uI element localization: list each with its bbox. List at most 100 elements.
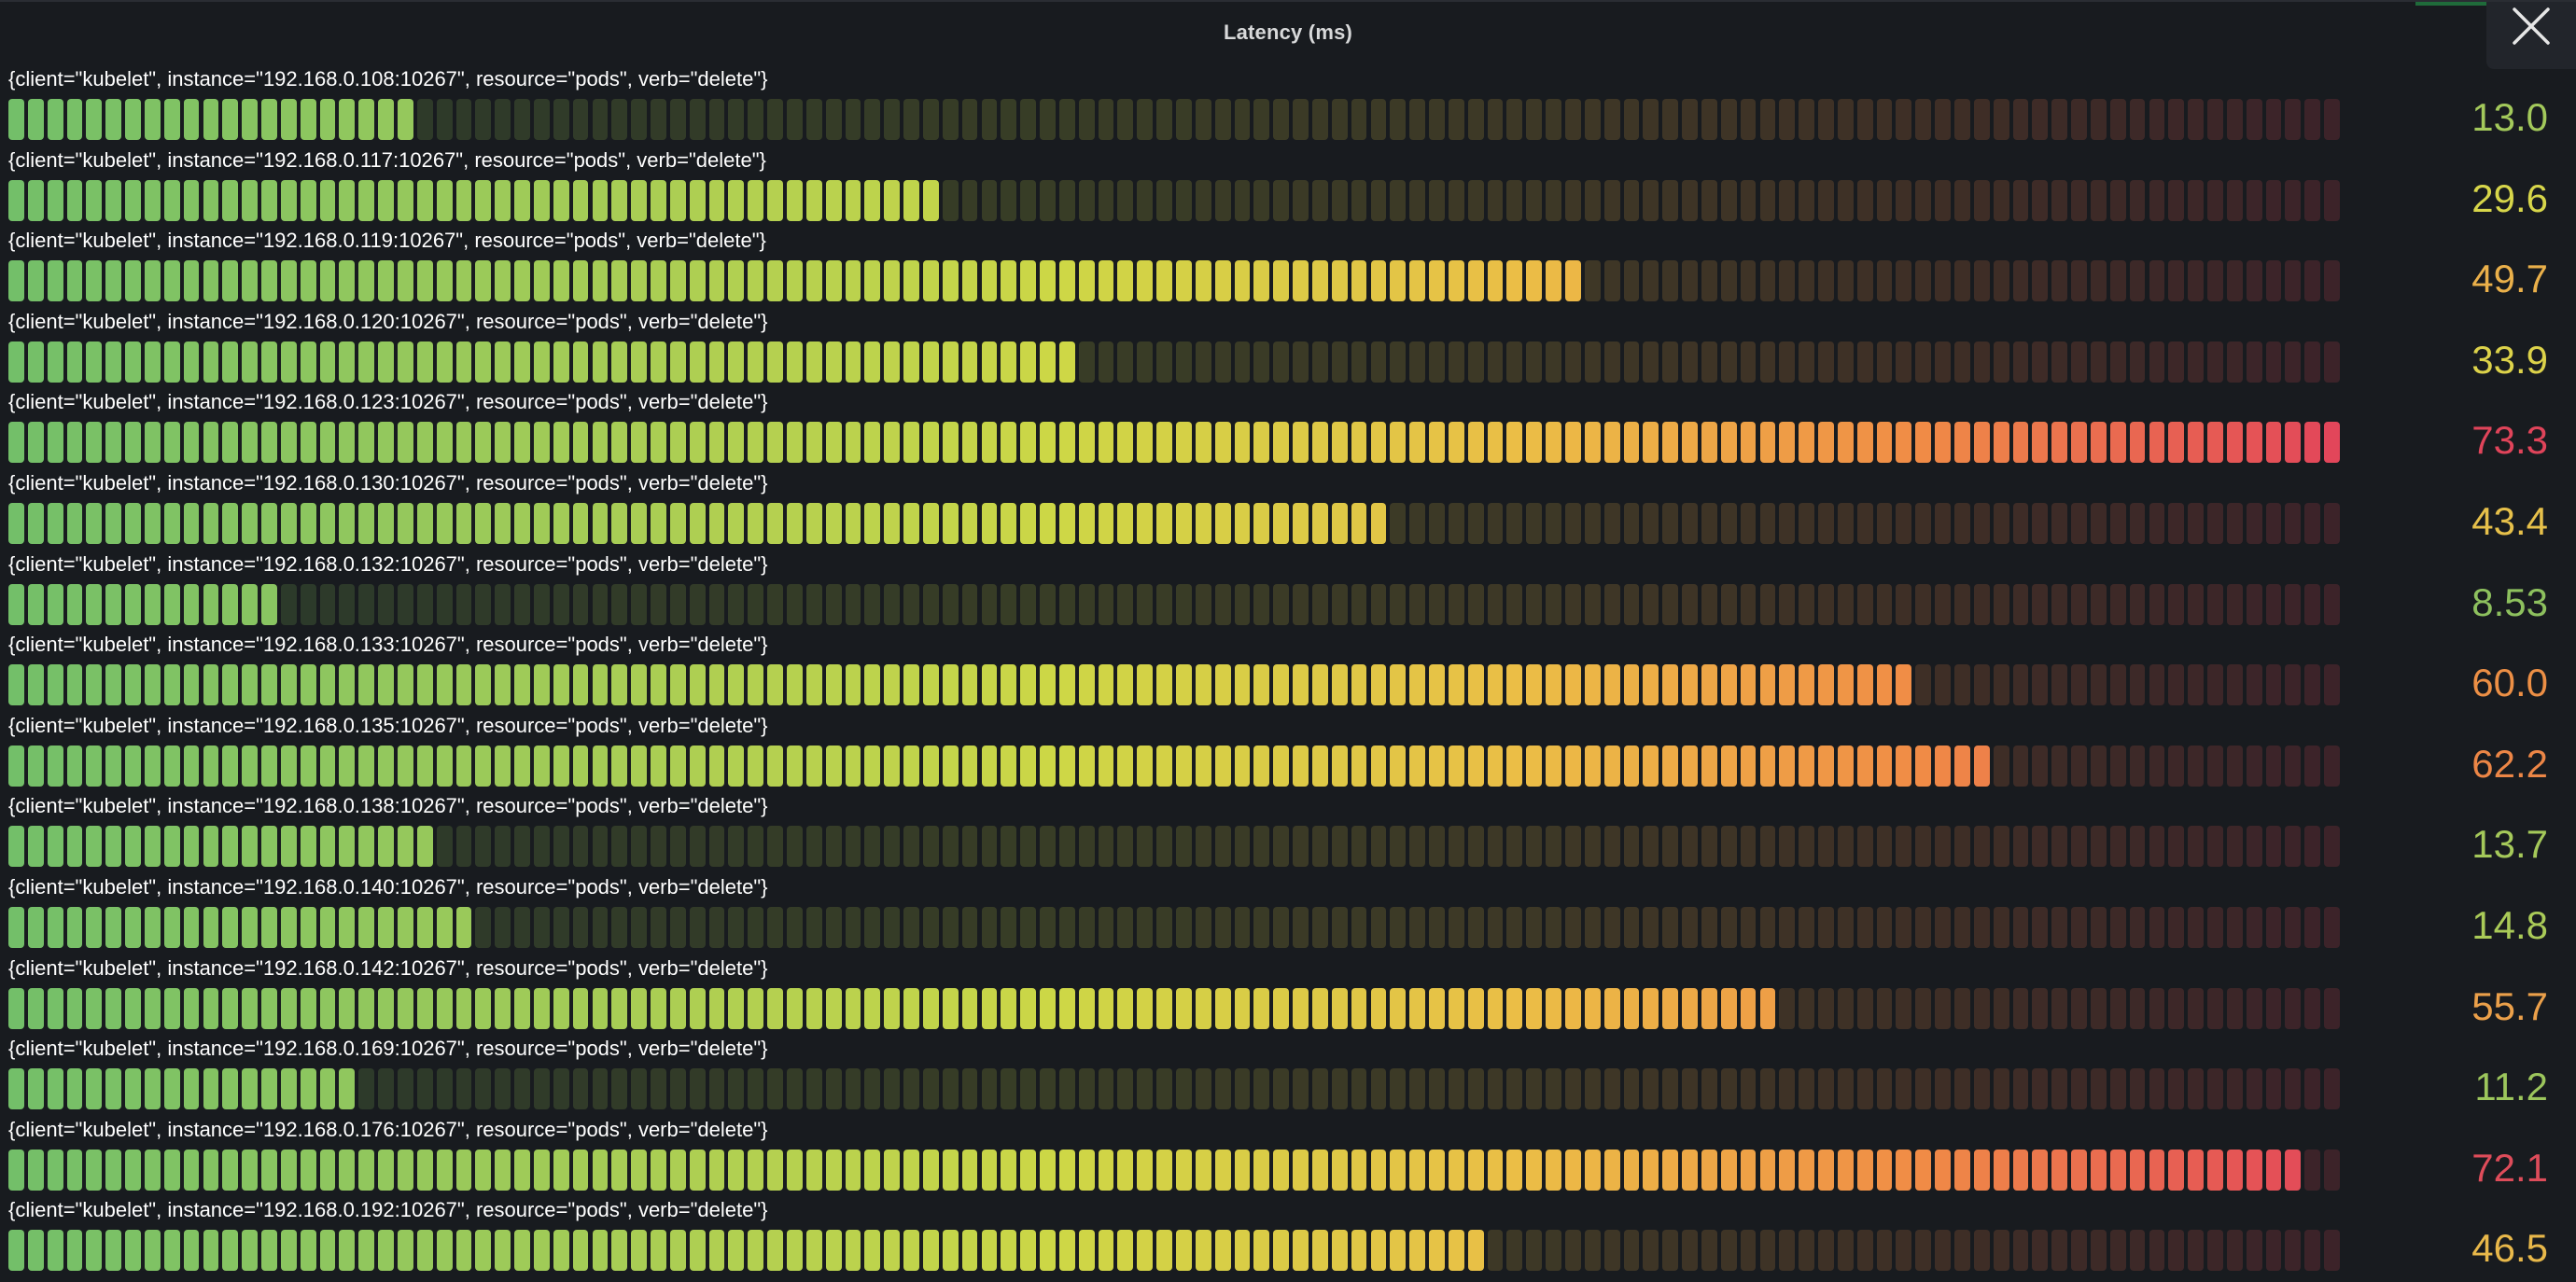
gauge-cell-unlit [1273,99,1290,140]
gauge-cell-unlit [1506,179,1523,221]
gauge-cell-unlit [1818,99,1834,140]
gauge-cell-unlit [1390,341,1407,383]
gauge-cell-unlit [1799,99,1815,140]
gauge-cell-unlit [1390,99,1407,140]
gauge-cell-lit [767,341,783,383]
gauge-cell-lit [300,745,316,787]
gauge-cell-unlit [1448,179,1464,221]
gauge-cell-lit [1331,745,1348,787]
gauge-cell-lit [553,422,569,464]
gauge-cell-lit [163,341,180,383]
gauge-cell-lit [378,664,394,706]
gauge-cell-unlit [1214,1068,1231,1110]
gauge-cell-unlit [1799,826,1815,868]
gauge-cell-lit [1176,422,1192,464]
gauge-cell-lit [1740,422,1757,464]
gauge-cell-lit [961,745,978,787]
gauge-cell-lit [1078,664,1095,706]
gauge-cell-unlit [2051,907,2068,948]
gauge-cell-lit [125,99,141,140]
gauge-cell-lit [2168,422,2185,464]
gauge-cell-unlit [2188,503,2205,544]
gauge-cell-lit [2226,422,2243,464]
gauge-cell-lit [86,260,103,302]
gauge-cell-unlit [572,99,589,140]
gauge-cell-lit [572,664,589,706]
gauge-cell-lit [553,987,569,1029]
gauge-cell-unlit [787,907,803,948]
gauge-cell-unlit [1487,503,1504,544]
gauge-cell-unlit [1935,1230,1951,1272]
gauge-cell-lit [1409,987,1426,1029]
gauge-cell-unlit [981,826,998,868]
gauge-cell-lit [708,260,725,302]
gauge-cell-lit [47,1149,63,1191]
gauge-cell-lit [1214,422,1231,464]
gauge-cell-unlit [845,583,861,625]
gauge-cell-unlit [1643,503,1659,544]
gauge-cell-lit [728,341,745,383]
gauge-cell-lit [475,745,492,787]
gauge-cell-lit [1409,745,1426,787]
gauge-cell-lit [1058,260,1075,302]
gauge-cell-unlit [981,99,998,140]
gauge-cell-unlit [787,583,803,625]
gauge-cell-unlit [1253,907,1270,948]
gauge-cell-unlit [1117,1068,1134,1110]
gauge-cell-unlit [1176,341,1192,383]
gauge-cell-lit [1293,664,1309,706]
gauge-cell-unlit [1837,826,1854,868]
gauge-cell-lit [611,1230,628,1272]
gauge-cell-unlit [1896,987,1912,1029]
gauge-cell-lit [455,987,472,1029]
gauge-cell-unlit [1993,664,2009,706]
series-label: {client="kubelet", instance="192.168.0.1… [8,67,768,91]
gauge-cell-lit [203,503,219,544]
gauge-cell-unlit [1584,583,1601,625]
gauge-cell-lit [1546,745,1561,787]
gauge-cell-lit [300,341,316,383]
gauge-row: {client="kubelet", instance="192.168.0.1… [0,1192,2576,1274]
gauge-cell-lit [495,341,511,383]
gauge-cell-unlit [1915,583,1932,625]
gauge-cell-lit [592,422,609,464]
gauge-cell-unlit [1429,503,1445,544]
gauge-cell-unlit [2324,1068,2340,1110]
gauge-cell-lit [203,99,219,140]
gauge-cell-lit [222,1230,239,1272]
gauge-cell-lit [845,503,861,544]
gauge-cell-lit [1390,1149,1407,1191]
gauge-cell-unlit [1253,826,1270,868]
gauge-cell-unlit [825,583,842,625]
gauge-cell-lit [942,422,959,464]
gauge-cell-unlit [2090,826,2107,868]
gauge-cell-lit [2129,1149,2146,1191]
gauge-cell-lit [1506,987,1523,1029]
gauge-cell-unlit [2051,745,2068,787]
gauge-cell-lit [631,179,648,221]
gauge-cell-unlit [1156,341,1172,383]
gauge-cell-lit [163,1149,180,1191]
gauge-cell-unlit [2304,260,2321,302]
gauge-cell-lit [611,341,628,383]
gauge-cell-lit [787,503,803,544]
close-button[interactable] [2486,2,2576,69]
gauge-cell-unlit [2090,583,2107,625]
gauge-cell-lit [398,907,413,948]
gauge-cell-lit [1546,987,1561,1029]
gauge-cell-lit [689,341,706,383]
panel-title[interactable]: Latency (ms) [1223,21,1353,44]
gauge-cell-unlit [2304,987,2321,1029]
series-value: 46.5 [2471,1226,2548,1271]
series-value: 49.7 [2471,257,2548,301]
gauge-cell-lit [1643,745,1659,787]
gauge-cell-unlit [2188,987,2205,1029]
gauge-cell-lit [1156,664,1172,706]
gauge-cell-lit [27,503,44,544]
gauge-cell-unlit [689,583,706,625]
gauge-row: {client="kubelet", instance="192.168.0.1… [0,870,2576,951]
gauge-cell-lit [1487,745,1504,787]
gauge-cell-lit [845,664,861,706]
gauge-cell-unlit [1370,583,1387,625]
gauge-cell-lit [378,745,394,787]
